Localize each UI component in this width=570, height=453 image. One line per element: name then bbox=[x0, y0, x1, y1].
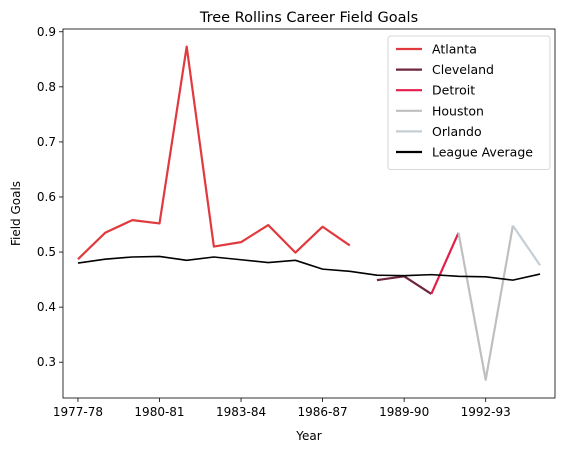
legend-box bbox=[387, 35, 551, 171]
x-tick-label: 1989-90 bbox=[379, 405, 429, 419]
legend-label-houston: Houston bbox=[432, 103, 484, 118]
x-axis: 1977-78 1980-81 1983-84 1986-87 1989-90 1992-… bbox=[53, 398, 511, 419]
x-tick-label: 1992-93 bbox=[461, 405, 511, 419]
y-tick-label: 0.6 bbox=[37, 190, 56, 204]
x-tick-label: 1986-87 bbox=[298, 405, 348, 419]
y-tick-label: 0.7 bbox=[37, 135, 56, 149]
x-tick-label: 1977-78 bbox=[53, 405, 103, 419]
x-tick-label: 1980-81 bbox=[134, 405, 184, 419]
series-line-detroit bbox=[430, 232, 460, 295]
series-line-league-average bbox=[77, 255, 541, 281]
y-tick-label: 0.9 bbox=[37, 25, 56, 39]
y-axis: 0.3 0.4 0.5 0.6 0.7 0.8 0.9 bbox=[37, 25, 63, 369]
y-tick-label: 0.8 bbox=[37, 80, 56, 94]
series-line-orlando bbox=[511, 224, 541, 266]
legend-label-league-average: League Average bbox=[432, 145, 533, 160]
x-tick-label: 1983-84 bbox=[216, 405, 266, 419]
series-line-cleveland bbox=[376, 275, 432, 295]
y-tick-label: 0.5 bbox=[37, 245, 56, 259]
series-layer bbox=[77, 45, 541, 381]
legend-label-cleveland: Cleveland bbox=[432, 62, 494, 77]
legend-label-orlando: Orlando bbox=[432, 124, 482, 139]
y-tick-label: 0.4 bbox=[37, 300, 56, 314]
y-tick-label: 0.3 bbox=[37, 355, 56, 369]
legend-label-atlanta: Atlanta bbox=[432, 42, 477, 57]
plot-frame bbox=[62, 28, 556, 399]
x-axis-label: Year bbox=[295, 429, 321, 443]
series-line-atlanta bbox=[77, 45, 351, 260]
series-line-houston bbox=[457, 225, 514, 381]
chart-title: Tree Rollins Career Field Goals bbox=[199, 10, 418, 26]
legend-label-detroit: Detroit bbox=[432, 83, 475, 98]
y-axis-label: Field Goals bbox=[9, 181, 23, 246]
legend: Atlanta Cleveland Detroit Houston Orlando Lea… bbox=[387, 35, 551, 171]
